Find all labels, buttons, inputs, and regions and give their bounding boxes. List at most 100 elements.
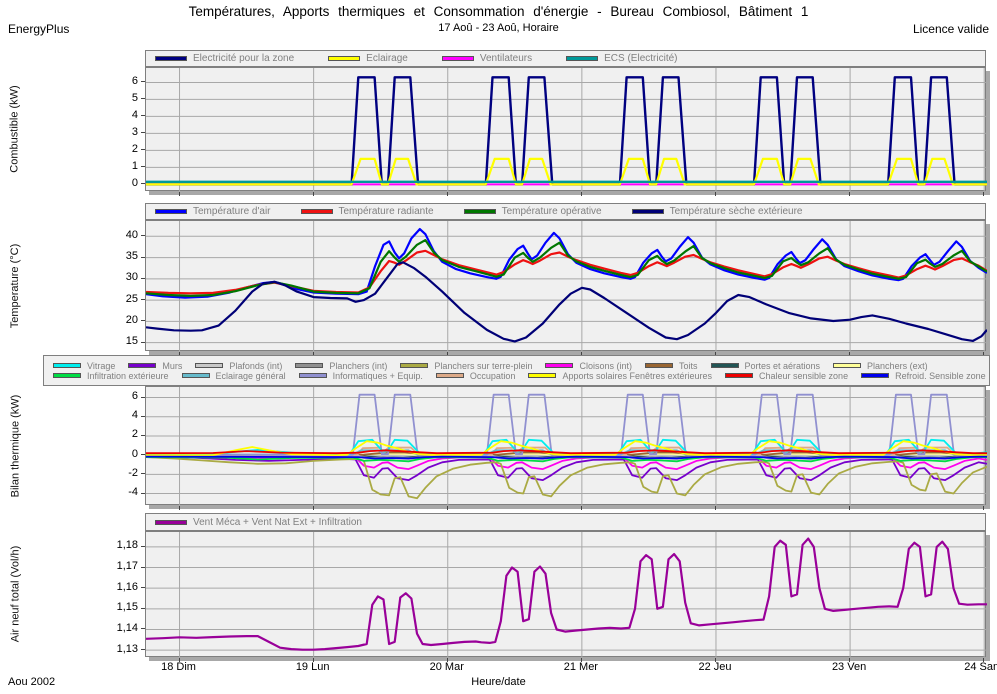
x-tick-mark xyxy=(983,658,985,662)
series-line xyxy=(146,449,987,455)
legend-label: Cloisons (int) xyxy=(579,360,632,371)
x-tick-mark xyxy=(446,192,448,196)
legend-label: Apports solaires Fenêtres extérieures xyxy=(562,370,713,381)
legend-swatch xyxy=(566,56,599,61)
series-line xyxy=(146,456,987,500)
legend-box: Electricité pour la zone Eclairage Ventila… xyxy=(145,50,986,67)
legend-label: Chaleur sensible zone xyxy=(759,370,849,381)
x-tick-mark xyxy=(580,658,582,662)
x-tick-mark xyxy=(849,506,851,510)
legend-swatch xyxy=(725,373,754,378)
y-axis-title: Temperature (°C) xyxy=(9,243,22,328)
x-tick-mark xyxy=(312,352,314,356)
x-tick-mark xyxy=(580,506,582,510)
y-tick-label: 1,16 xyxy=(116,580,138,593)
plot-area xyxy=(145,531,987,658)
page-title: Températures, Apports thermiques et Cons… xyxy=(188,4,809,19)
legend-item: Infiltration extérieure xyxy=(53,371,169,381)
x-tick-label: 21 Mer xyxy=(563,661,598,673)
plot-area xyxy=(145,220,987,352)
y-tick-mark xyxy=(141,98,145,100)
legend-swatch xyxy=(631,209,664,214)
y-tick-mark xyxy=(141,545,145,547)
x-tick-mark xyxy=(446,352,448,356)
legend-swatch xyxy=(528,373,557,378)
x-tick-mark xyxy=(178,506,180,510)
x-tick-label: 20 Mar xyxy=(429,661,464,673)
y-tick-mark xyxy=(141,299,145,301)
app-name: EnergyPlus xyxy=(8,22,70,36)
legend-label: Electricité pour la zone xyxy=(193,53,295,64)
y-tick-label: -2 xyxy=(128,466,138,479)
y-tick-label: 30 xyxy=(125,271,138,284)
legend-label: Vent Méca + Vent Nat Ext + Infiltration xyxy=(193,516,362,528)
legend-box: Température d'air Température radiante Tem… xyxy=(145,203,986,220)
y-tick-mark xyxy=(141,149,145,151)
legend-label: Eclairage général xyxy=(215,370,286,381)
y-tick-mark xyxy=(141,115,145,117)
x-tick-mark xyxy=(580,352,582,356)
x-tick-mark xyxy=(178,352,180,356)
legend-swatch xyxy=(861,373,890,378)
y-tick-label: 1,14 xyxy=(116,621,138,634)
series-line xyxy=(146,393,987,456)
legend-item: Ventilateurs xyxy=(441,53,532,64)
y-tick-label: 1,13 xyxy=(116,642,138,655)
legend-item: Planchers (ext) xyxy=(833,361,928,371)
y-tick-label: 1,18 xyxy=(116,539,138,552)
date-range-subtitle: 17 Aoû - 23 Aoû, Horaire xyxy=(438,22,559,34)
y-axis-title: Air neuf total (Vol/h) xyxy=(9,545,22,643)
legend-item: Toits xyxy=(644,361,698,371)
legend-item: Eclairage xyxy=(328,53,408,64)
series-line xyxy=(146,456,987,481)
y-tick-mark xyxy=(141,454,145,456)
legend-swatch xyxy=(463,209,496,214)
legend-label: Planchers (int) xyxy=(329,360,388,371)
y-tick-mark xyxy=(141,396,145,398)
x-tick-mark xyxy=(714,506,716,510)
y-tick-mark xyxy=(141,649,145,651)
legend-label: Occupation xyxy=(469,370,516,381)
x-tick-mark xyxy=(580,192,582,196)
legend-item: Refroid. Sensible zone xyxy=(861,371,986,381)
x-tick-mark xyxy=(849,352,851,356)
x-tick-mark xyxy=(446,658,448,662)
y-tick-label: 35 xyxy=(125,250,138,263)
x-tick-mark xyxy=(178,192,180,196)
y-tick-label: 20 xyxy=(125,313,138,326)
legend-label: Température opérative xyxy=(501,206,602,217)
legend-label: Température radiante xyxy=(338,206,434,217)
y-tick-label: 1,17 xyxy=(116,560,138,573)
legend-label: Température sèche extérieure xyxy=(669,206,803,217)
y-tick-mark xyxy=(141,415,145,417)
y-tick-mark xyxy=(141,320,145,322)
y-tick-mark xyxy=(141,473,145,475)
x-tick-label: 18 Dim xyxy=(161,661,196,673)
legend-label: Vitrage xyxy=(87,360,116,371)
y-tick-mark xyxy=(141,434,145,436)
plot-area xyxy=(145,67,987,192)
x-tick-mark xyxy=(446,506,448,510)
y-tick-label: 4 xyxy=(131,409,138,422)
x-tick-mark xyxy=(312,658,314,662)
y-tick-mark xyxy=(141,341,145,343)
y-tick-label: 6 xyxy=(131,74,138,87)
legend-item: Portes et aérations xyxy=(710,361,820,371)
x-tick-mark xyxy=(714,192,716,196)
legend-item: Planchers (int) xyxy=(295,361,387,371)
legend-label: Informatiques + Equip. xyxy=(332,370,423,381)
legend-swatch xyxy=(53,373,81,378)
legend-box: Vitrage Murs Plafonds (int) Planchers (int)… xyxy=(43,355,990,386)
legend-item: Chaleur sensible zone xyxy=(725,371,848,381)
legend-label: ECS (Electricité) xyxy=(604,53,678,64)
y-axis-title: Bilan thermique (kW) xyxy=(9,394,22,497)
legend-swatch xyxy=(155,56,187,61)
y-tick-label: 2 xyxy=(131,142,138,155)
legend-label: Planchers sur terre-plein xyxy=(434,360,533,371)
legend-item: Electricité pour la zone xyxy=(155,53,294,64)
y-tick-mark xyxy=(141,628,145,630)
legend-label: Infiltration extérieure xyxy=(87,370,169,381)
x-tick-label: 22 Jeu xyxy=(698,661,732,673)
y-tick-label: 3 xyxy=(131,125,138,138)
legend-item: ECS (Electricité) xyxy=(566,53,678,64)
